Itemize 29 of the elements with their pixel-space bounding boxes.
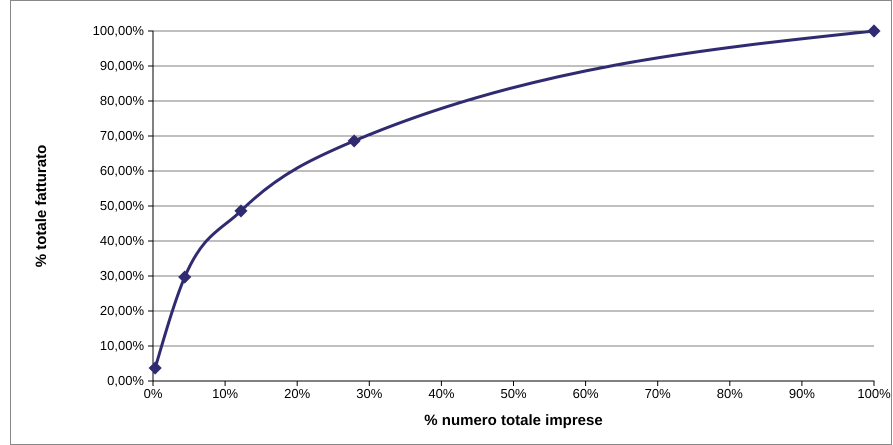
y-tick-label: 90,00% <box>100 58 144 74</box>
x-tick-label: 90% <box>788 386 816 402</box>
y-tick-label: 80,00% <box>100 93 144 108</box>
x-axis-title: % numero totale imprese <box>424 412 603 429</box>
y-tick-label: 0,00% <box>107 373 144 388</box>
y-tick-label: 70,00% <box>100 128 144 144</box>
x-tick-label: 20% <box>284 386 311 402</box>
y-tick-label: 100,00% <box>92 23 144 38</box>
y-tick-label: 40,00% <box>100 233 144 248</box>
y-tick-label: 30,00% <box>100 268 144 284</box>
x-tick-label: 70% <box>644 386 672 402</box>
point <box>148 361 162 375</box>
point <box>178 270 192 284</box>
x-tick-label: 60% <box>572 386 600 402</box>
y-tick-label: 10,00% <box>100 338 144 354</box>
y-axis-title: % totale fatturato <box>33 144 50 268</box>
point <box>348 134 361 148</box>
x-tick-label: 10% <box>212 386 239 402</box>
y-tick-label: 50,00% <box>100 198 144 214</box>
x-tick-label: 0% <box>144 386 163 402</box>
x-tick-label: 80% <box>716 386 744 402</box>
y-tick-label: 20,00% <box>100 303 144 318</box>
x-tick-label: 50% <box>500 386 527 402</box>
x-tick-label: 40% <box>428 386 455 402</box>
x-tick-label: 100% <box>857 386 892 402</box>
point <box>867 24 881 38</box>
y-tick-label: 60,00% <box>100 163 144 178</box>
x-tick-label: 30% <box>356 386 383 402</box>
point <box>234 204 248 218</box>
